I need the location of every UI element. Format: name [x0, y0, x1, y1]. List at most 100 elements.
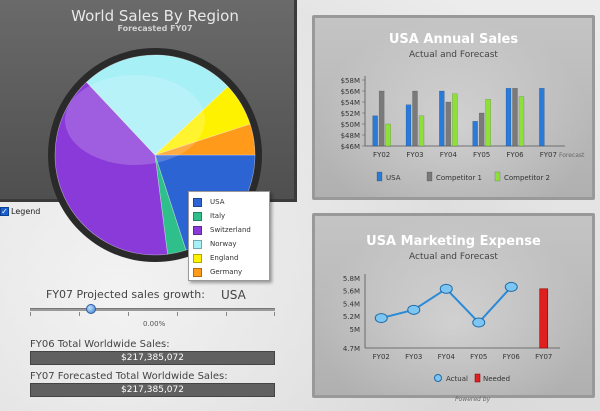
needed-bar[interactable]: [539, 288, 549, 349]
bar[interactable]: [478, 112, 485, 147]
fy06-value: $217,385,072: [30, 351, 275, 365]
legend-label: Switzerland: [210, 226, 251, 234]
growth-slider-thumb[interactable]: [86, 304, 96, 314]
legend-swatch: [193, 211, 202, 221]
y-tick-label: $54M: [341, 99, 360, 107]
pie-subtitle: Forecasted FY07: [117, 24, 193, 33]
bar[interactable]: [445, 101, 452, 147]
fy06-label: FY06 Total Worldwide Sales:: [30, 339, 170, 350]
x-tick-label: FY03: [405, 353, 422, 361]
legend-label: Needed: [483, 375, 510, 383]
forecast-note: Forecast: [559, 152, 585, 159]
x-tick-label: FY05: [470, 353, 487, 361]
legend-item[interactable]: Norway: [193, 237, 265, 251]
marketing-expense-panel: USA Marketing Expense Actual and Forecas…: [312, 213, 595, 398]
legend-swatch: [474, 373, 481, 383]
y-tick-label: $52M: [341, 110, 360, 118]
bar[interactable]: [472, 121, 478, 147]
legend-swatch: [193, 225, 202, 235]
bar[interactable]: [539, 88, 545, 147]
bar[interactable]: [385, 123, 391, 147]
expense-subtitle: Actual and Forecast: [409, 252, 498, 262]
legend-item[interactable]: Switzerland: [193, 223, 265, 237]
legend-swatch: [434, 374, 442, 382]
pie-slice-germany[interactable]: [154, 123, 256, 156]
y-tick-label: $46M: [341, 143, 360, 151]
legend-toggle-label: Legend: [11, 207, 41, 216]
y-tick-label: 5.8M: [343, 275, 360, 283]
x-tick-label: FY02: [373, 353, 390, 361]
pie-slice-norway[interactable]: [86, 54, 229, 156]
growth-slider-track[interactable]: [30, 308, 275, 311]
legend-swatch: [494, 171, 501, 182]
legend-swatch: [193, 253, 202, 263]
y-tick-label: $56M: [341, 88, 360, 96]
legend-swatch: [376, 171, 383, 182]
x-tick-label: FY04: [440, 151, 458, 159]
x-tick-label: FY06: [503, 353, 521, 361]
legend-label: USA: [386, 174, 401, 182]
legend-label: England: [210, 254, 239, 262]
legend-swatch: [193, 197, 202, 207]
legend-item[interactable]: USA: [193, 195, 265, 209]
bar[interactable]: [405, 104, 412, 147]
growth-value: 0.00%: [143, 320, 166, 328]
fy07-label: FY07 Forecasted Total Worldwide Sales:: [30, 371, 228, 382]
y-tick-label: $58M: [341, 77, 360, 85]
annual-sales-panel: USA Annual Sales Actual and Forecast $46…: [312, 15, 595, 200]
pie-highlight: [65, 75, 205, 165]
data-point[interactable]: [407, 304, 421, 315]
legend-item[interactable]: England: [193, 251, 265, 265]
x-tick-label: FY04: [438, 353, 456, 361]
y-tick-label: 5.2M: [343, 313, 360, 321]
bar[interactable]: [418, 115, 425, 147]
legend-item[interactable]: Italy: [193, 209, 265, 223]
y-tick-label: 5.6M: [343, 288, 360, 296]
y-tick-label: $48M: [341, 132, 360, 140]
x-tick-label: FY07: [540, 151, 557, 159]
legend-label: Competitor 1: [436, 174, 482, 182]
bar[interactable]: [412, 90, 418, 147]
pie-title: World Sales By Region: [71, 7, 239, 25]
bar[interactable]: [378, 90, 385, 147]
bar[interactable]: [485, 99, 491, 147]
x-tick-label: FY06: [506, 151, 524, 159]
legend-label: Norway: [210, 240, 237, 248]
bar[interactable]: [518, 96, 525, 147]
bar[interactable]: [505, 88, 512, 147]
fy07-value: $217,385,072: [30, 383, 275, 397]
y-tick-label: 4.7M: [343, 345, 360, 353]
annual-title: USA Annual Sales: [388, 32, 519, 47]
legend-item[interactable]: Germany: [193, 265, 265, 279]
x-tick-label: FY03: [406, 151, 423, 159]
data-point[interactable]: [472, 317, 486, 328]
checkbox-icon[interactable]: ✓: [0, 207, 9, 216]
y-tick-label: 5M: [350, 326, 361, 334]
data-point[interactable]: [374, 313, 388, 324]
bar[interactable]: [372, 115, 378, 147]
y-tick-label: $50M: [341, 121, 360, 129]
legend-label: Italy: [210, 212, 226, 220]
growth-label: FY07 Projected sales growth:: [46, 288, 205, 301]
powered-by: Powered by: [455, 396, 491, 403]
legend-toggle[interactable]: ✓ Legend: [0, 207, 40, 216]
slider-ticks: [30, 312, 275, 316]
legend-label: Germany: [210, 268, 243, 276]
expense-title: USA Marketing Expense: [366, 234, 541, 249]
annual-subtitle: Actual and Forecast: [409, 50, 498, 60]
marketing-expense-chart: 4.7M 5M 5.2M 5.4M 5.6M 5.8M FY02 FY03 FY04 FY05 FY…: [343, 274, 560, 383]
bar[interactable]: [512, 88, 518, 147]
pie-slice-switzerland[interactable]: [54, 81, 168, 256]
legend-swatch: [426, 171, 433, 182]
legend-label: USA: [210, 198, 225, 206]
bar[interactable]: [452, 93, 458, 147]
growth-country: USA: [221, 288, 246, 302]
x-tick-label: FY07: [535, 353, 552, 361]
y-tick-label: 5.4M: [343, 300, 360, 308]
data-point[interactable]: [439, 283, 453, 294]
legend-label: Actual: [446, 375, 468, 383]
bar[interactable]: [439, 90, 445, 147]
legend-label: Competitor 2: [504, 174, 550, 182]
annual-sales-chart: $46M $48M $50M $52M $54M $56M $58M FY02 FY03 FY04…: [341, 76, 585, 182]
data-point[interactable]: [504, 281, 518, 292]
